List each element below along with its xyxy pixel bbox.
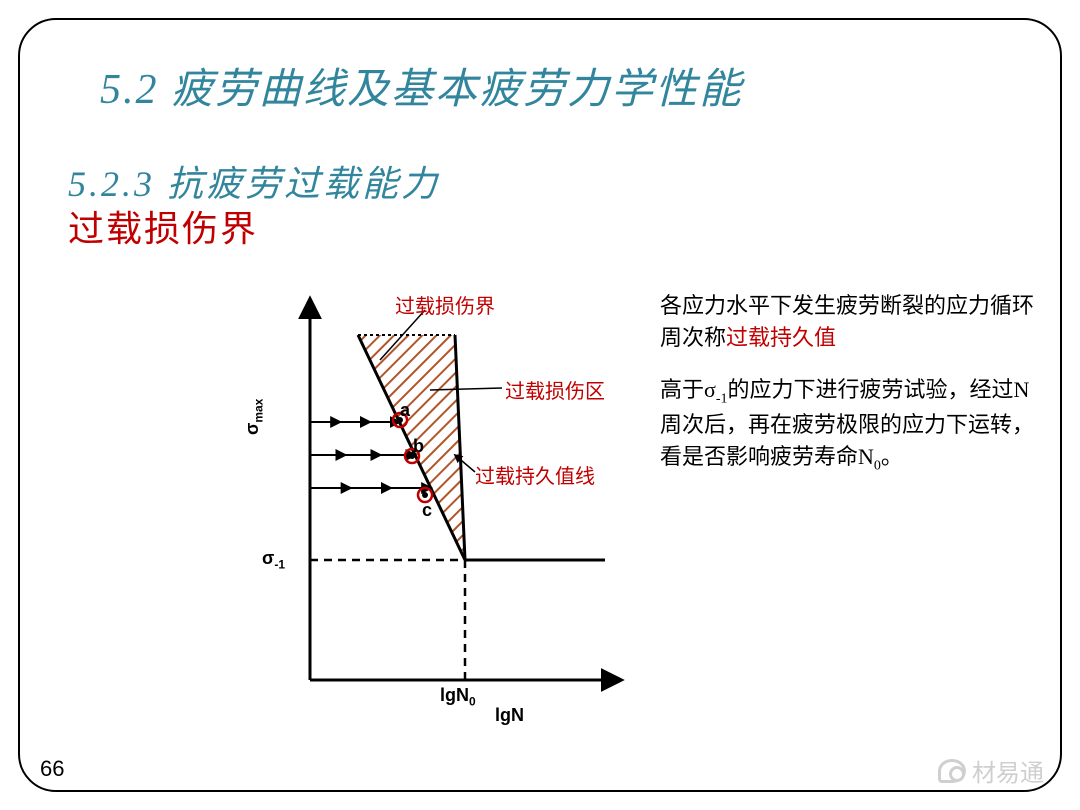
annotation-line: 过载持久值线: [475, 460, 595, 489]
explanation-p1: 各应力水平下发生疲劳断裂的应力循环周次称过载持久值: [660, 290, 1040, 354]
subsection-topic: 过载损伤界: [68, 200, 258, 252]
explanation-p2: 高于σ-1的应力下进行疲劳试验，经过N周次后，再在疲劳极限的应力下运转，看是否影…: [660, 374, 1040, 477]
section-title: 5.2 疲劳曲线及基本疲劳力学性能: [100, 55, 743, 116]
sigma-minus1-label: σ-1: [262, 548, 285, 572]
point-a-label: a: [400, 400, 410, 421]
point-b-label: b: [413, 436, 424, 457]
annotation-zone: 过载损伤区: [505, 375, 605, 404]
diagram-svg: [250, 280, 670, 730]
overload-damage-diagram: σmax σ-1 lgN0 lgN 过载损伤界 过载损伤区 过载持久值线 a b…: [250, 280, 670, 730]
explanation-text: 各应力水平下发生疲劳断裂的应力循环周次称过载持久值 高于σ-1的应力下进行疲劳试…: [660, 290, 1040, 497]
wechat-icon: [938, 759, 966, 783]
lgn0-label: lgN0: [440, 685, 476, 709]
watermark: 材易通: [938, 753, 1044, 788]
annotation-boundary: 过载损伤界: [395, 290, 495, 319]
point-c-label: c: [422, 500, 432, 521]
x-axis-label: lgN: [495, 705, 524, 726]
page-number: 66: [40, 756, 64, 782]
y-axis-label: σmax: [242, 399, 266, 435]
